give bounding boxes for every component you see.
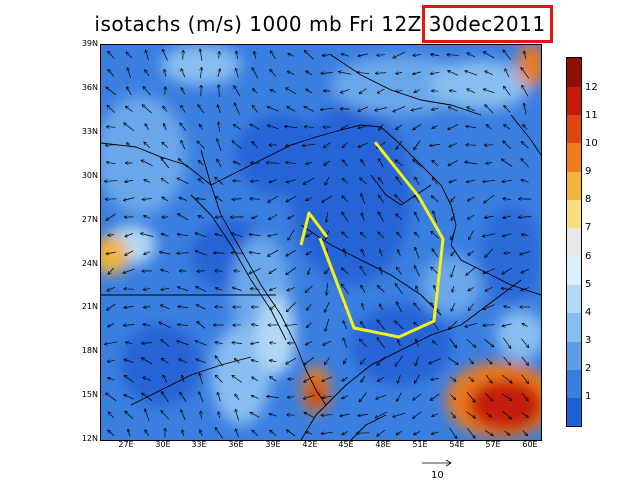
colorbar-label: 10: [585, 139, 598, 149]
colorbar-label: 4: [585, 308, 591, 318]
colorbar-label: 1: [585, 392, 591, 402]
lon-label: 36E: [221, 441, 251, 449]
lon-label: 39E: [258, 441, 288, 449]
lat-label: 33N: [74, 128, 98, 136]
colorbar-label: 5: [585, 280, 591, 290]
colorbar-segment: [567, 58, 581, 87]
colorbar-label: 9: [585, 167, 591, 177]
colorbar-label: 7: [585, 223, 591, 233]
lon-label: 30E: [148, 441, 178, 449]
lat-label: 30N: [74, 172, 98, 180]
reference-vector-label: 10: [431, 470, 444, 481]
lat-label: 15N: [74, 391, 98, 399]
colorbar-segment: [567, 228, 581, 257]
lon-label: 54E: [442, 441, 472, 449]
colorbar-segment: [567, 115, 581, 144]
lat-label: 36N: [74, 84, 98, 92]
wind-map: [101, 45, 541, 440]
colorbar-segment: [567, 341, 581, 370]
colorbar-segment: [567, 284, 581, 313]
map-title: isotachs (m/s) 1000 mb Fri 12Z 30dec2011: [0, 0, 640, 44]
title-date-highlighted: 30dec2011: [429, 12, 546, 36]
lon-label: 45E: [331, 441, 361, 449]
map-panel: [100, 44, 542, 441]
colorbar-label: 8: [585, 195, 591, 205]
lat-label: 24N: [74, 260, 98, 268]
lon-label: 51E: [405, 441, 435, 449]
reference-vector-arrow: [421, 458, 453, 468]
title-text: isotachs (m/s) 1000 mb Fri 12Z 30dec2011: [0, 12, 640, 36]
colorbar-segment: [567, 369, 581, 398]
colorbar: [566, 57, 582, 427]
colorbar-label: 2: [585, 364, 591, 374]
lat-label: 12N: [74, 435, 98, 443]
colorbar-segment: [567, 143, 581, 172]
lon-label: 27E: [111, 441, 141, 449]
lat-label: 18N: [74, 347, 98, 355]
lon-label: 42E: [295, 441, 325, 449]
lon-label: 48E: [368, 441, 398, 449]
colorbar-segment: [567, 313, 581, 342]
colorbar-segment: [567, 398, 581, 427]
colorbar-segment: [567, 256, 581, 285]
lat-label: 39N: [74, 40, 98, 48]
colorbar-segment: [567, 86, 581, 115]
lat-label: 27N: [74, 216, 98, 224]
colorbar-segment: [567, 171, 581, 200]
title-main: isotachs (m/s) 1000 mb Fri 12Z: [94, 12, 422, 36]
colorbar-segment: [567, 200, 581, 229]
colorbar-label: 6: [585, 252, 591, 262]
colorbar-label: 3: [585, 336, 591, 346]
lon-label: 60E: [515, 441, 545, 449]
lon-label: 57E: [478, 441, 508, 449]
lon-label: 33E: [184, 441, 214, 449]
colorbar-label: 11: [585, 111, 598, 121]
lat-label: 21N: [74, 303, 98, 311]
colorbar-label: 12: [585, 83, 598, 93]
